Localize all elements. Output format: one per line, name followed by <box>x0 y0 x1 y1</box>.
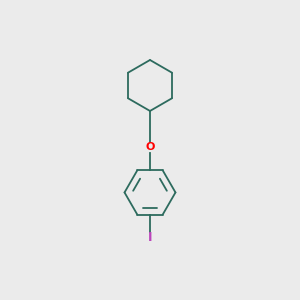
Text: I: I <box>148 231 152 244</box>
Text: O: O <box>145 142 155 152</box>
